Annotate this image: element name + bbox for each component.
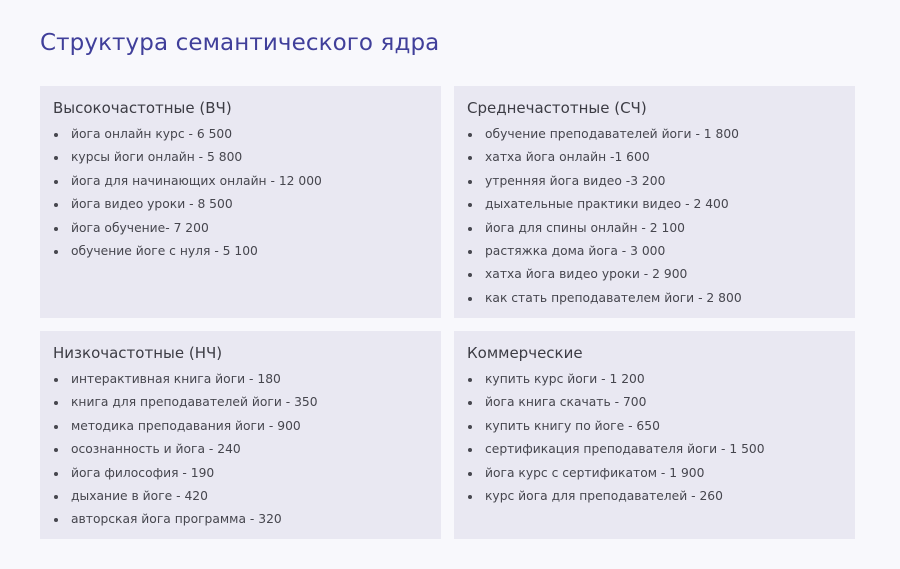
list-item: дыхание в йоге - 420	[53, 485, 428, 508]
list-item: дыхательные практики видео - 2 400	[467, 193, 842, 216]
keyword-list: йога онлайн курс - 6 500 курсы йоги онлай…	[53, 123, 428, 263]
list-item: йога для спины онлайн - 2 100	[467, 217, 842, 240]
list-item: купить книгу по йоге - 650	[467, 415, 842, 438]
card-commercial: Коммерческие купить курс йоги - 1 200 йога…	[454, 331, 855, 539]
list-item: йога обучение- 7 200	[53, 217, 428, 240]
list-item: обучение преподавателей йоги - 1 800	[467, 123, 842, 146]
card-high-frequency: Высокочастотные (ВЧ) йога онлайн курс - 6…	[40, 86, 441, 318]
list-item: сертификация преподавателя йоги - 1 500	[467, 438, 842, 461]
list-item: курс йога для преподавателей - 260	[467, 485, 842, 508]
list-item: йога видео уроки - 8 500	[53, 193, 428, 216]
card-heading: Коммерческие	[467, 344, 583, 362]
card-mid-frequency: Среднечастотные (СЧ) обучение преподавате…	[454, 86, 855, 318]
card-heading: Высокочастотные (ВЧ)	[53, 99, 232, 117]
list-item: йога книга скачать - 700	[467, 391, 842, 414]
keyword-list: интерактивная книга йоги - 180 книга для …	[53, 368, 428, 532]
list-item: курсы йоги онлайн - 5 800	[53, 146, 428, 169]
list-item: обучение йоге с нуля - 5 100	[53, 240, 428, 263]
page-title: Структура семантического ядра	[40, 30, 440, 56]
list-item: растяжка дома йога - 3 000	[467, 240, 842, 263]
list-item: методика преподавания йоги - 900	[53, 415, 428, 438]
list-item: авторская йога программа - 320	[53, 508, 428, 531]
list-item: хатха йога онлайн -1 600	[467, 146, 842, 169]
list-item: йога курс с сертификатом - 1 900	[467, 462, 842, 485]
list-item: йога для начинающих онлайн - 12 000	[53, 170, 428, 193]
list-item: как стать преподавателем йоги - 2 800	[467, 287, 842, 310]
list-item: утренняя йога видео -3 200	[467, 170, 842, 193]
keyword-list: обучение преподавателей йоги - 1 800 хатх…	[467, 123, 842, 310]
card-heading: Среднечастотные (СЧ)	[467, 99, 647, 117]
list-item: йога онлайн курс - 6 500	[53, 123, 428, 146]
list-item: купить курс йоги - 1 200	[467, 368, 842, 391]
list-item: йога философия - 190	[53, 462, 428, 485]
keyword-list: купить курс йоги - 1 200 йога книга скача…	[467, 368, 842, 508]
card-heading: Низкочастотные (НЧ)	[53, 344, 223, 362]
card-low-frequency: Низкочастотные (НЧ) интерактивная книга й…	[40, 331, 441, 539]
list-item: осознанность и йога - 240	[53, 438, 428, 461]
list-item: книга для преподавателей йоги - 350	[53, 391, 428, 414]
list-item: хатха йога видео уроки - 2 900	[467, 263, 842, 286]
list-item: интерактивная книга йоги - 180	[53, 368, 428, 391]
